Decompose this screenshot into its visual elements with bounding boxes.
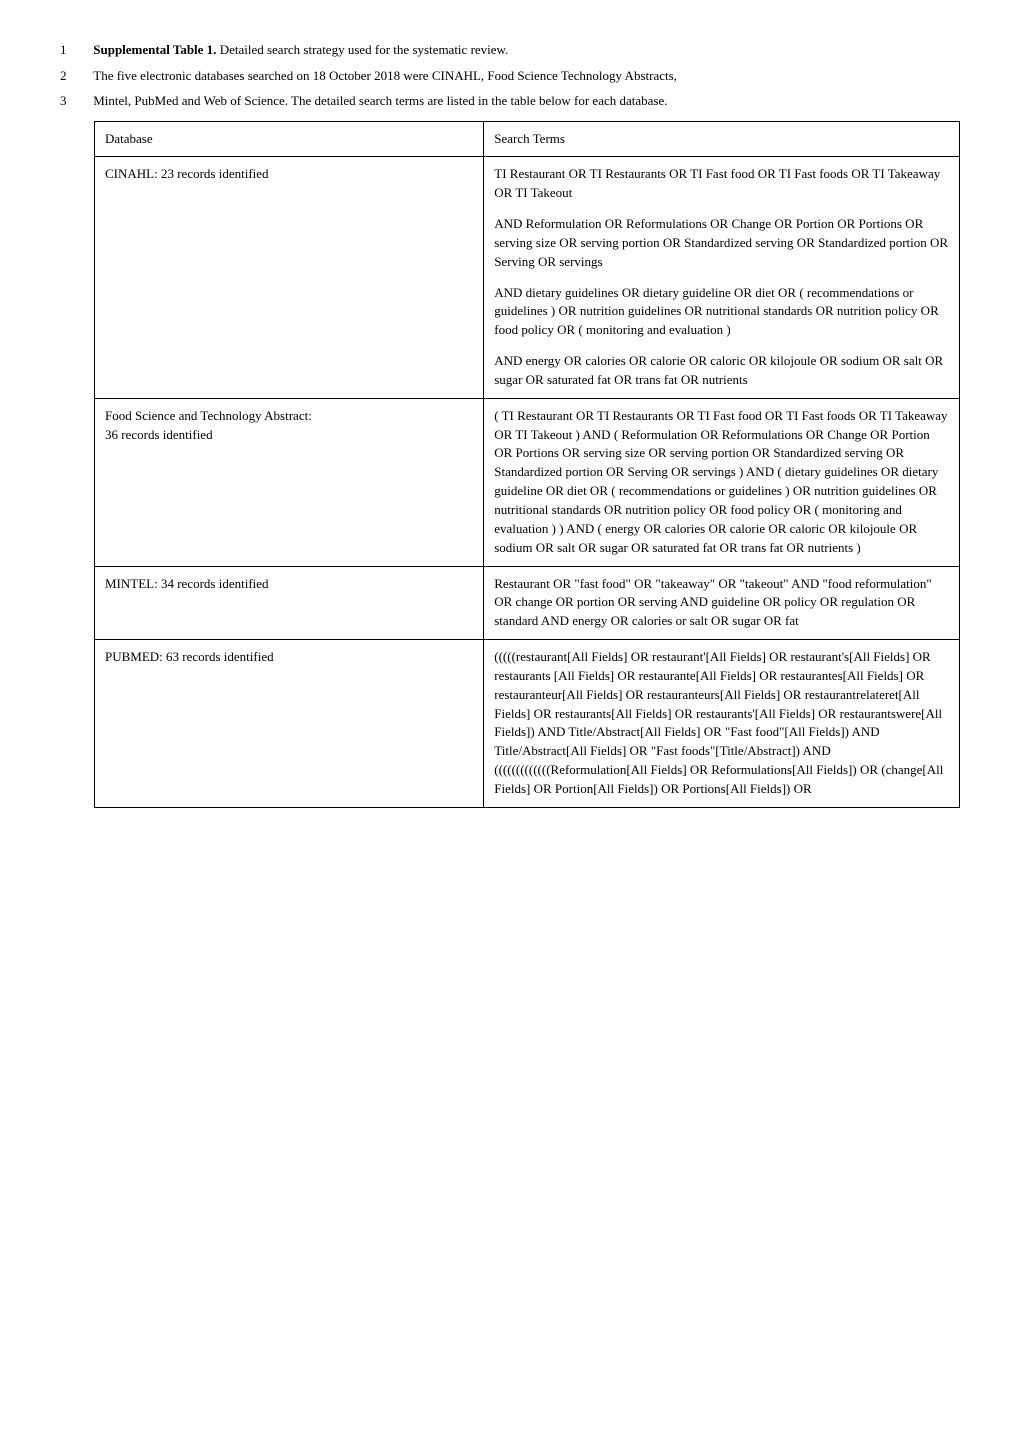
table-row: MINTEL: 34 records identified Restaurant… xyxy=(95,566,960,640)
db-cell: Food Science and Technology Abstract: 36… xyxy=(95,398,484,566)
header-search-terms: Search Terms xyxy=(484,121,960,157)
term-para: TI Restaurant OR TI Restaurants OR TI Fa… xyxy=(494,165,949,203)
table-row: Food Science and Technology Abstract: 36… xyxy=(95,398,960,566)
line-body: Supplemental Table 1. Detailed search st… xyxy=(93,40,953,60)
term-para: ( TI Restaurant OR TI Restaurants OR TI … xyxy=(494,407,949,558)
term-para: AND dietary guidelines OR dietary guidel… xyxy=(494,284,949,341)
terms-cell: Restaurant OR "fast food" OR "takeaway" … xyxy=(484,566,960,640)
terms-cell: TI Restaurant OR TI Restaurants OR TI Fa… xyxy=(484,157,960,398)
intro-line-1: 1 Supplemental Table 1. Detailed search … xyxy=(60,40,960,60)
terms-cell: ( TI Restaurant OR TI Restaurants OR TI … xyxy=(484,398,960,566)
db-cell: CINAHL: 23 records identified xyxy=(95,157,484,398)
table-row: CINAHL: 23 records identified TI Restaur… xyxy=(95,157,960,398)
term-para: (((((restaurant[All Fields] OR restauran… xyxy=(494,648,949,799)
term-para: AND Reformulation OR Reformulations OR C… xyxy=(494,215,949,272)
db-cell: MINTEL: 34 records identified xyxy=(95,566,484,640)
table-header-row: Database Search Terms xyxy=(95,121,960,157)
table-row: PUBMED: 63 records identified (((((resta… xyxy=(95,640,960,808)
supplemental-desc: Detailed search strategy used for the sy… xyxy=(216,42,508,57)
intro-line-2: 2 The five electronic databases searched… xyxy=(60,66,960,86)
line-number: 2 xyxy=(60,66,90,86)
db-line: Food Science and Technology Abstract: xyxy=(105,407,473,426)
search-strategy-table: Database Search Terms CINAHL: 23 records… xyxy=(94,121,960,808)
terms-cell: (((((restaurant[All Fields] OR restauran… xyxy=(484,640,960,808)
db-cell: PUBMED: 63 records identified xyxy=(95,640,484,808)
term-para: AND energy OR calories OR calorie OR cal… xyxy=(494,352,949,390)
line-body: The five electronic databases searched o… xyxy=(93,66,953,86)
supplemental-title: Supplemental Table 1. xyxy=(93,42,216,57)
line-number: 3 xyxy=(60,91,90,111)
line-body: Mintel, PubMed and Web of Science. The d… xyxy=(93,91,953,111)
term-para: Restaurant OR "fast food" OR "takeaway" … xyxy=(494,575,949,632)
db-line: 36 records identified xyxy=(105,426,473,445)
line-number: 1 xyxy=(60,40,90,60)
header-database: Database xyxy=(95,121,484,157)
intro-line-3: 3 Mintel, PubMed and Web of Science. The… xyxy=(60,91,960,111)
